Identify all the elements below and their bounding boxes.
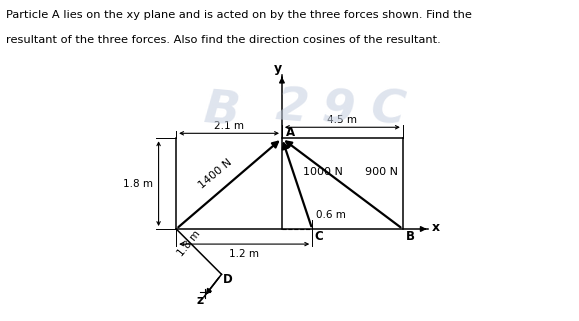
Text: 1.8 m: 1.8 m: [175, 229, 202, 259]
Text: B: B: [406, 230, 415, 243]
Text: 1.8 m: 1.8 m: [123, 179, 152, 189]
Text: C: C: [314, 230, 324, 243]
Text: A: A: [285, 126, 295, 139]
Text: Particle A lies on the xy plane and is acted on by the three forces shown. Find : Particle A lies on the xy plane and is a…: [6, 10, 472, 20]
Text: z: z: [197, 293, 204, 307]
Text: 0.6 m: 0.6 m: [316, 211, 346, 221]
Text: 1000 N: 1000 N: [303, 167, 343, 177]
Text: 900 N: 900 N: [365, 167, 398, 177]
Text: C: C: [368, 87, 407, 134]
Text: x: x: [431, 221, 439, 234]
Text: 2.1 m: 2.1 m: [214, 121, 244, 131]
Text: D: D: [222, 273, 232, 286]
Text: B: B: [201, 87, 241, 134]
Text: 2: 2: [274, 84, 310, 132]
Text: resultant of the three forces. Also find the direction cosines of the resultant.: resultant of the three forces. Also find…: [6, 35, 441, 45]
Text: 1400 N: 1400 N: [197, 157, 234, 191]
Text: 9: 9: [319, 87, 356, 134]
Text: 4.5 m: 4.5 m: [327, 115, 357, 125]
Text: 1.2 m: 1.2 m: [229, 249, 259, 259]
Text: y: y: [274, 62, 282, 75]
